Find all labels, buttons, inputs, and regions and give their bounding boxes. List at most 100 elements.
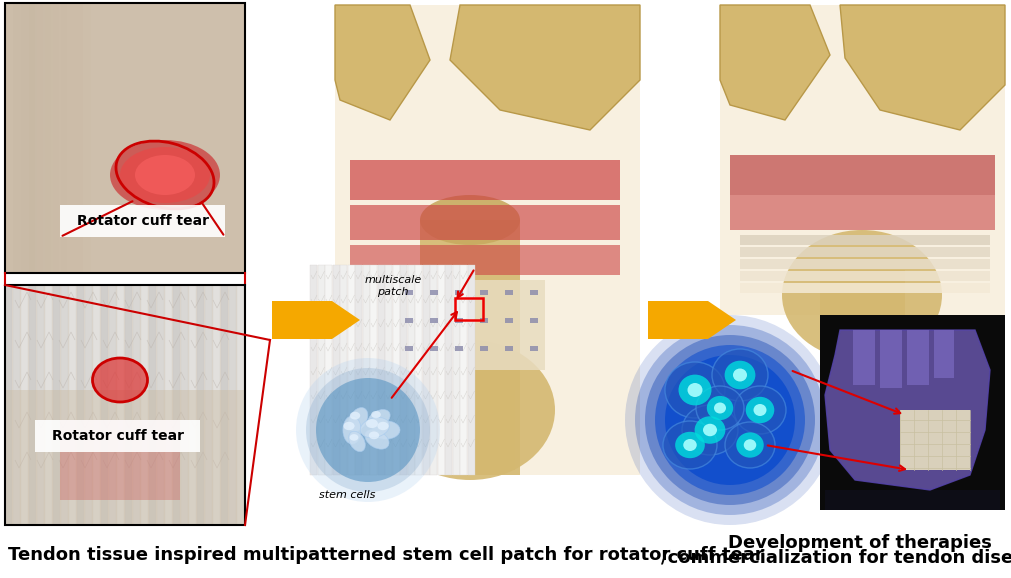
Bar [385, 265, 392, 475]
Text: Tendon tissue inspired multipatterned stem cell patch for rotator cuff tear: Tendon tissue inspired multipatterned st… [8, 546, 763, 564]
Bar [197, 285, 204, 525]
Text: Rotator cuff tear: Rotator cuff tear [77, 214, 209, 228]
Ellipse shape [366, 419, 378, 428]
Bar [310, 265, 475, 475]
Ellipse shape [734, 386, 786, 434]
Ellipse shape [665, 362, 725, 418]
Bar [189, 285, 196, 525]
Bar [29, 285, 36, 525]
Ellipse shape [695, 416, 726, 444]
Ellipse shape [736, 432, 763, 458]
Text: /commercialization for tendon diseases: /commercialization for tendon diseases [661, 549, 1011, 567]
Bar [310, 265, 317, 475]
Bar [61, 3, 91, 273]
Bar [5, 285, 245, 525]
Bar [21, 3, 51, 273]
Bar [395, 280, 545, 370]
Ellipse shape [306, 368, 430, 492]
Bar [467, 265, 474, 475]
Bar [820, 270, 905, 320]
Ellipse shape [385, 340, 555, 480]
Text: Development of therapies: Development of therapies [728, 534, 992, 552]
Ellipse shape [344, 422, 355, 430]
Bar [455, 298, 483, 320]
Bar [530, 290, 538, 295]
Ellipse shape [675, 432, 705, 458]
Bar [420, 220, 520, 475]
Bar [340, 265, 347, 475]
Bar [825, 490, 1000, 510]
Bar [430, 290, 438, 295]
Bar [125, 285, 132, 525]
Bar [37, 3, 67, 273]
Bar [730, 155, 995, 195]
Bar [363, 265, 369, 475]
Bar [350, 205, 620, 240]
Ellipse shape [635, 325, 825, 515]
Ellipse shape [350, 412, 360, 420]
Ellipse shape [377, 422, 388, 430]
Bar [377, 265, 384, 475]
Bar [430, 265, 437, 475]
Ellipse shape [678, 375, 712, 405]
Bar [415, 265, 422, 475]
Bar [530, 318, 538, 323]
Bar [5, 3, 245, 273]
Ellipse shape [733, 369, 747, 381]
FancyArrow shape [648, 301, 736, 339]
Bar [149, 285, 156, 525]
Ellipse shape [296, 358, 440, 502]
Bar [21, 285, 28, 525]
Ellipse shape [92, 358, 148, 402]
Bar [45, 3, 75, 273]
Ellipse shape [365, 429, 389, 449]
Bar [455, 346, 463, 351]
Bar [77, 285, 84, 525]
Ellipse shape [707, 396, 733, 420]
Bar [237, 285, 244, 525]
Bar [85, 285, 92, 525]
Text: Rotator cuff tear: Rotator cuff tear [52, 429, 184, 443]
Ellipse shape [746, 397, 774, 423]
Bar [157, 285, 164, 525]
Bar [934, 330, 954, 378]
Bar [370, 265, 377, 475]
Bar [455, 318, 463, 323]
Bar [69, 285, 76, 525]
Polygon shape [450, 5, 640, 130]
Ellipse shape [349, 431, 365, 451]
Bar [317, 265, 325, 475]
Bar [405, 290, 413, 295]
Bar [506, 290, 513, 295]
Bar [455, 290, 463, 295]
Ellipse shape [682, 405, 738, 455]
Bar [880, 330, 902, 388]
Bar [453, 265, 460, 475]
Ellipse shape [120, 147, 210, 203]
Bar [61, 285, 68, 525]
Bar [506, 318, 513, 323]
Polygon shape [720, 5, 830, 120]
Bar [53, 3, 83, 273]
Bar [907, 330, 929, 385]
Bar [392, 265, 399, 475]
Ellipse shape [725, 361, 755, 390]
Bar [820, 315, 1005, 510]
Bar [438, 265, 445, 475]
Ellipse shape [703, 424, 717, 436]
Ellipse shape [663, 421, 717, 469]
Ellipse shape [135, 155, 195, 195]
Bar [445, 265, 452, 475]
Ellipse shape [420, 195, 520, 245]
Bar [425, 390, 515, 470]
Bar [853, 330, 875, 385]
Bar [480, 290, 488, 295]
Ellipse shape [360, 417, 389, 438]
Bar [229, 285, 236, 525]
Text: multiscale
patch: multiscale patch [364, 275, 422, 297]
Bar [37, 285, 44, 525]
Ellipse shape [371, 411, 381, 418]
Polygon shape [5, 3, 245, 273]
Polygon shape [335, 5, 430, 120]
Bar [60, 420, 180, 500]
